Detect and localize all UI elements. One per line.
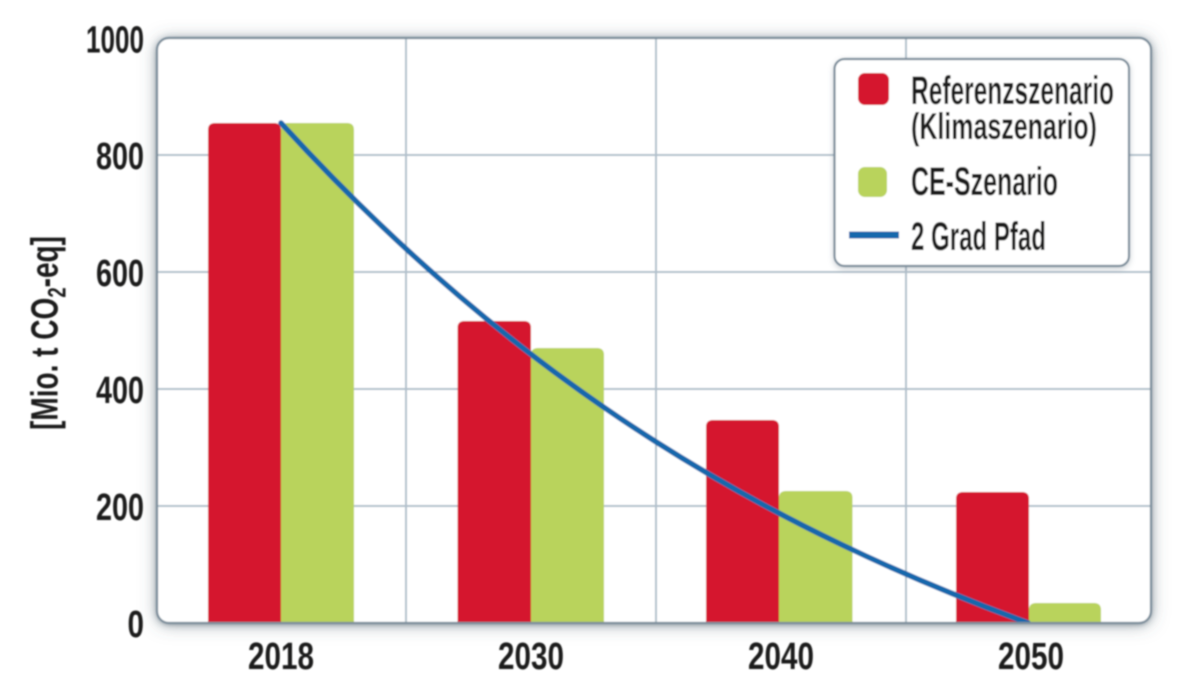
svg-text:Referenzszenario: Referenzszenario xyxy=(911,69,1114,113)
svg-text:2050: 2050 xyxy=(998,636,1064,678)
svg-text:600: 600 xyxy=(96,253,144,295)
svg-text:2040: 2040 xyxy=(748,636,814,678)
svg-text:2 Grad Pfad: 2 Grad Pfad xyxy=(911,215,1046,259)
svg-text:[Mio. t CO2-eq]: [Mio. t CO2-eq] xyxy=(25,236,72,430)
svg-text:200: 200 xyxy=(96,487,144,529)
svg-text:(Klimaszenario): (Klimaszenario) xyxy=(911,106,1097,147)
svg-text:2018: 2018 xyxy=(248,636,314,678)
svg-text:400: 400 xyxy=(96,370,144,412)
svg-text:CE-Szenario: CE-Szenario xyxy=(911,160,1058,204)
svg-text:800: 800 xyxy=(96,136,144,178)
svg-text:1000: 1000 xyxy=(86,20,144,62)
svg-text:2030: 2030 xyxy=(498,636,564,678)
svg-text:0: 0 xyxy=(128,604,145,646)
